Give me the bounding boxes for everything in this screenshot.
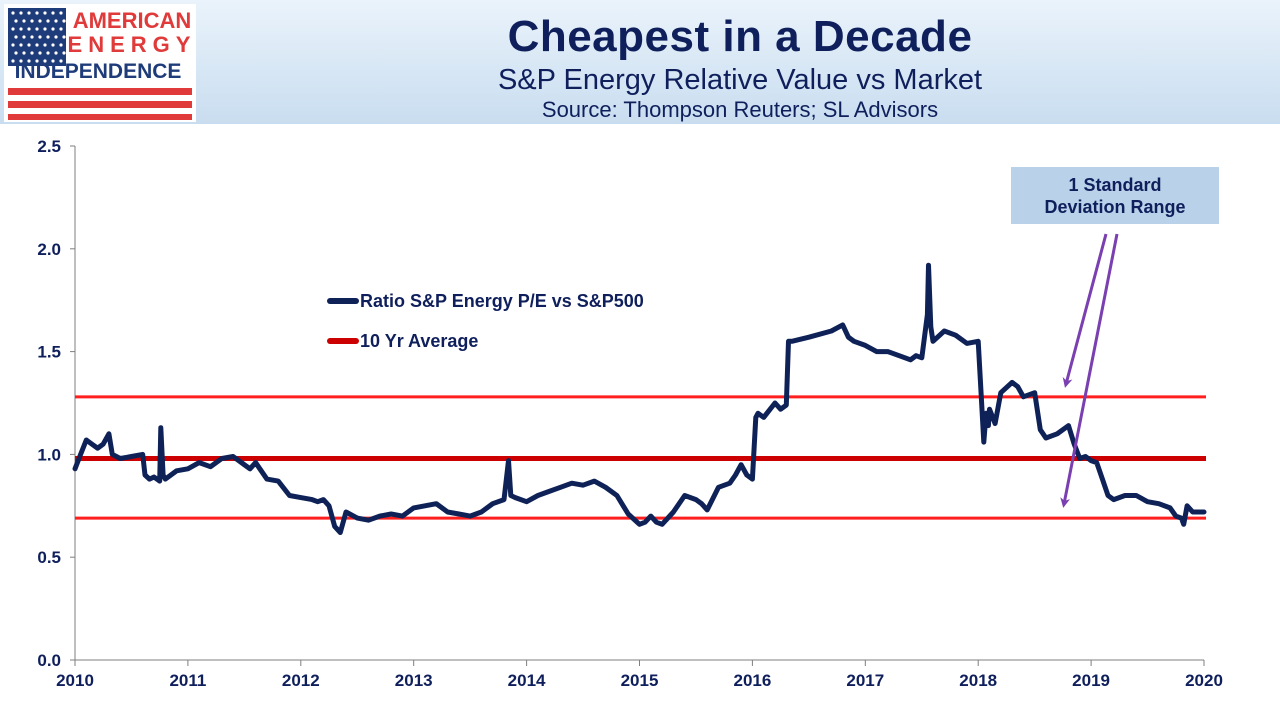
flag-stars — [11, 11, 66, 63]
flag-star — [27, 59, 31, 63]
logo-line3: INDEPENDENCE — [15, 60, 182, 83]
x-tick-label: 2014 — [508, 671, 546, 690]
flag-star — [19, 11, 23, 15]
flag-stripe — [8, 88, 192, 95]
flag-stripe — [8, 101, 192, 108]
flag-star — [14, 51, 18, 55]
flag-star — [54, 51, 58, 55]
flag-stripe — [8, 114, 192, 120]
legend-label-ratio: Ratio S&P Energy P/E vs S&P500 — [360, 291, 644, 311]
flag-star — [30, 19, 34, 23]
x-tick-label: 2020 — [1185, 671, 1223, 690]
flag-star — [46, 51, 50, 55]
flag-star — [46, 35, 50, 39]
flag-star — [38, 19, 42, 23]
std-dev-callout: 1 Standard Deviation Range — [1011, 167, 1219, 224]
legend-label-average: 10 Yr Average — [360, 331, 478, 351]
flag-star — [59, 27, 63, 31]
flag-star — [38, 35, 42, 39]
y-tick-label: 0.5 — [37, 548, 61, 567]
arrow-to-upper-band — [1062, 233, 1108, 388]
flag-star — [62, 19, 66, 23]
flag-star — [35, 11, 39, 15]
header-banner: AMERICAN ENERGY INDEPENDENCE Cheapest in… — [0, 0, 1280, 124]
x-tick-label: 2015 — [621, 671, 659, 690]
y-tick-label: 1.0 — [37, 445, 61, 464]
flag-star — [11, 27, 15, 31]
flag-star — [62, 35, 66, 39]
flag-star — [11, 43, 15, 47]
flag-star — [14, 19, 18, 23]
x-tick-label: 2016 — [733, 671, 771, 690]
logo-line2: ENERGY — [68, 32, 196, 57]
flag-star — [11, 11, 15, 15]
flag-star — [54, 19, 58, 23]
callout-line2: Deviation Range — [1044, 196, 1186, 217]
flag-logo-graphic: AMERICAN ENERGY INDEPENDENCE — [8, 8, 196, 120]
flag-star — [35, 27, 39, 31]
y-tick-label: 0.0 — [37, 651, 61, 670]
american-energy-independence-logo: AMERICAN ENERGY INDEPENDENCE — [4, 4, 196, 122]
x-tick-label: 2018 — [959, 671, 997, 690]
flag-star — [35, 59, 39, 63]
flag-star — [59, 11, 63, 15]
flag-star — [51, 43, 55, 47]
x-tick-label: 2013 — [395, 671, 433, 690]
ratio-series-line — [72, 262, 1207, 535]
flag-star — [27, 11, 31, 15]
flag-star — [19, 27, 23, 31]
y-tick-label: 1.5 — [37, 343, 61, 362]
flag-star — [51, 11, 55, 15]
x-tick-label: 2010 — [56, 671, 94, 690]
flag-star — [59, 43, 63, 47]
x-tick-label: 2012 — [282, 671, 320, 690]
flag-star — [43, 59, 47, 63]
flag-star — [59, 59, 63, 63]
chart-subtitle: S&P Energy Relative Value vs Market — [497, 64, 983, 96]
flag-star — [30, 35, 34, 39]
flag-star — [43, 27, 47, 31]
x-tick-label: 2011 — [169, 671, 206, 690]
y-tick-label: 2.5 — [37, 137, 61, 156]
flag-star — [43, 11, 47, 15]
callout-line1: 1 Standard — [1068, 174, 1162, 195]
flag-star — [30, 51, 34, 55]
flag-star — [11, 59, 15, 63]
flag-star — [46, 19, 50, 23]
flag-star — [38, 51, 42, 55]
flag-star — [19, 59, 23, 63]
flag-star — [51, 27, 55, 31]
flag-star — [14, 35, 18, 39]
x-tick-label: 2017 — [846, 671, 884, 690]
flag-star — [54, 35, 58, 39]
flag-star — [62, 51, 66, 55]
flag-star — [43, 43, 47, 47]
flag-star — [22, 19, 26, 23]
flag-star — [27, 27, 31, 31]
line-chart: 0.0 0.5 1.0 1.5 2.0 2.5 2010 2011 2012 2013 2014 20… — [37, 137, 1223, 690]
flag-star — [19, 43, 23, 47]
logo-line1: AMERICAN — [73, 8, 192, 33]
flag-star — [27, 43, 31, 47]
arrow-to-lower-band — [1060, 233, 1119, 508]
flag-star — [22, 35, 26, 39]
flag-star — [51, 59, 55, 63]
y-tick-label: 2.0 — [37, 240, 61, 259]
chart-title: Cheapest in a Decade — [507, 12, 973, 61]
x-tick-label: 2019 — [1072, 671, 1110, 690]
flag-star — [22, 51, 26, 55]
chart-source: Source: Thompson Reuters; SL Advisors — [541, 97, 939, 122]
flag-star — [35, 43, 39, 47]
